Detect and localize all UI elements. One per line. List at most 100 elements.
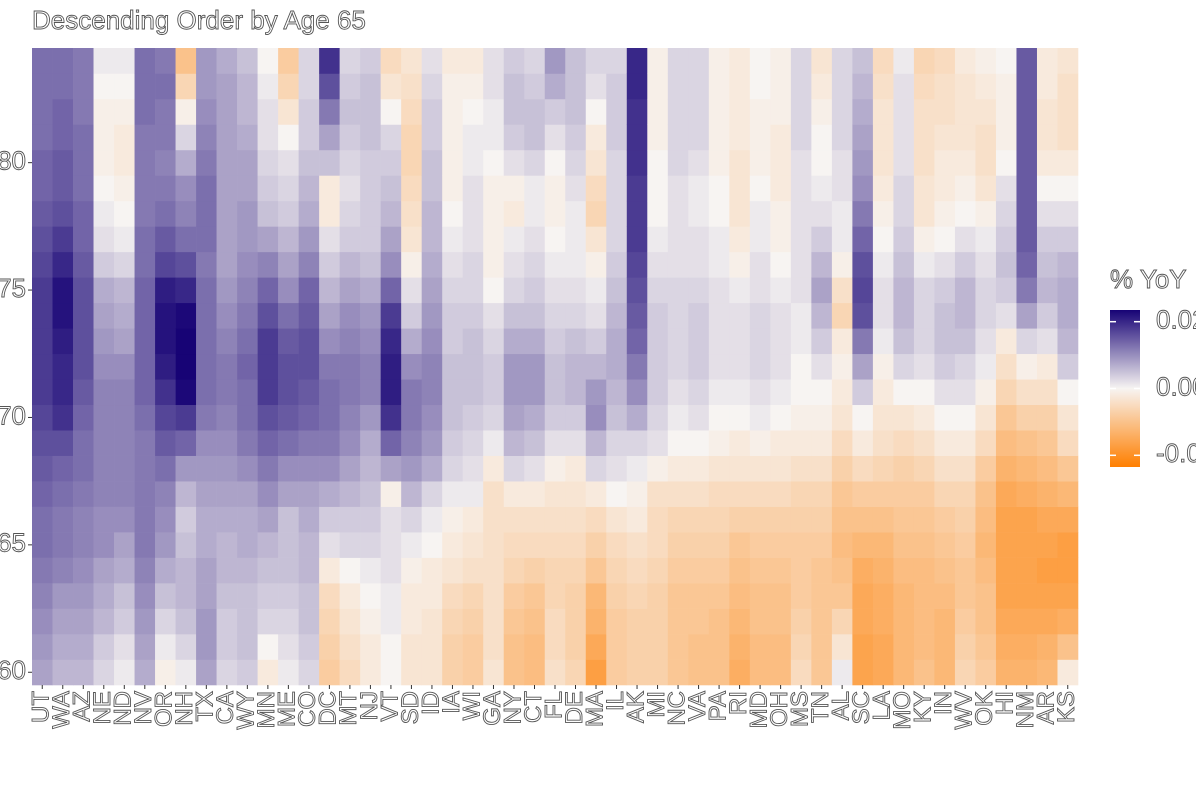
heat-cell [114, 124, 135, 151]
heat-cell [647, 608, 669, 635]
heat-cell [524, 73, 546, 100]
heat-cell [872, 302, 894, 329]
heat-cell [196, 659, 217, 686]
heat-cell [114, 634, 135, 660]
heat-cell [73, 557, 94, 584]
x-tick-label: RI [725, 691, 752, 715]
heat-cell [565, 404, 587, 431]
heat-cell [93, 98, 115, 125]
heat-cell [360, 98, 381, 125]
heat-cell [831, 455, 853, 482]
x-tick-label: LA [869, 691, 896, 720]
heat-cell [134, 608, 156, 635]
heat-cell [52, 481, 74, 507]
heat-cell [32, 430, 53, 456]
heat-cell [503, 277, 525, 304]
heat-cell [339, 557, 361, 584]
heat-cell [483, 455, 505, 482]
heat-cell [196, 506, 217, 533]
heat-cell [852, 532, 874, 558]
heat-cell [462, 73, 484, 100]
heat-cell [1057, 302, 1079, 329]
heat-cell [298, 532, 320, 558]
heat-cell [319, 277, 340, 304]
heat-cell [790, 175, 812, 202]
heat-cell [278, 48, 299, 74]
heat-cell [93, 659, 115, 686]
heat-cell [934, 379, 956, 406]
heat-cell [175, 73, 197, 100]
heat-cell [544, 404, 566, 431]
heat-cell [483, 481, 505, 507]
heat-cell [790, 481, 812, 507]
heat-cell [380, 481, 402, 507]
x-tick-label: MD [745, 691, 772, 728]
heat-cell [1036, 302, 1058, 329]
x-tick-label: DE [561, 691, 588, 724]
heat-cell [339, 226, 361, 253]
heat-cell [565, 251, 587, 278]
heat-cell [442, 506, 464, 533]
heat-cell [954, 532, 976, 558]
heat-cell [52, 353, 74, 380]
heat-cell [114, 379, 135, 406]
heat-cell [1057, 659, 1079, 686]
heat-cell [462, 583, 484, 609]
legend-tick-label: -0.02 [1156, 438, 1196, 468]
heat-cell [483, 659, 505, 686]
heat-cell [688, 659, 710, 686]
heat-cell [872, 251, 894, 278]
heat-cell [134, 583, 156, 609]
heat-cell [155, 557, 176, 584]
heat-cell [278, 226, 299, 253]
heat-cell [1057, 506, 1079, 533]
heat-cell [975, 506, 997, 533]
heat-cell [975, 481, 997, 507]
heat-cell [954, 481, 976, 507]
heat-cell [913, 124, 935, 151]
heat-cell [585, 302, 607, 329]
heat-cell [155, 251, 176, 278]
heat-cell [729, 404, 751, 431]
heat-cell [339, 328, 361, 355]
heat-cell [995, 404, 1017, 431]
heat-cell [155, 379, 176, 406]
heat-cell [52, 73, 74, 100]
heat-cell [196, 328, 217, 355]
heat-cell [1036, 659, 1058, 686]
heat-cell [667, 506, 689, 533]
heat-cell [852, 481, 874, 507]
heat-cell [606, 251, 628, 278]
heat-cell [852, 455, 874, 482]
heat-cell [360, 506, 381, 533]
heat-cell [380, 98, 402, 125]
heat-cell [462, 302, 484, 329]
heat-cell [155, 506, 176, 533]
heat-cell [893, 659, 915, 686]
heat-cell [667, 583, 689, 609]
heat-cell [52, 251, 74, 278]
heat-cell [32, 149, 53, 176]
heat-cell [770, 175, 792, 202]
heat-cell [216, 455, 238, 482]
heat-cell [626, 200, 648, 227]
heat-cell [749, 98, 771, 125]
y-tick-label: 1980 [0, 146, 26, 176]
heat-cell [401, 634, 422, 660]
heat-cell [954, 48, 976, 74]
heat-cell [483, 404, 505, 431]
heat-cell [749, 328, 771, 355]
heat-cell [319, 481, 340, 507]
heat-cell [278, 634, 299, 660]
heat-cell [975, 48, 997, 74]
heat-cell [934, 608, 956, 635]
heat-cell [954, 98, 976, 125]
heat-cell [708, 506, 730, 533]
heat-cell [790, 506, 812, 533]
x-tick-label: DC [315, 691, 342, 726]
heat-cell [1036, 379, 1058, 406]
heat-cell [872, 583, 894, 609]
heat-cell [73, 48, 94, 74]
heat-cell [155, 124, 176, 151]
heat-cell [626, 48, 648, 74]
